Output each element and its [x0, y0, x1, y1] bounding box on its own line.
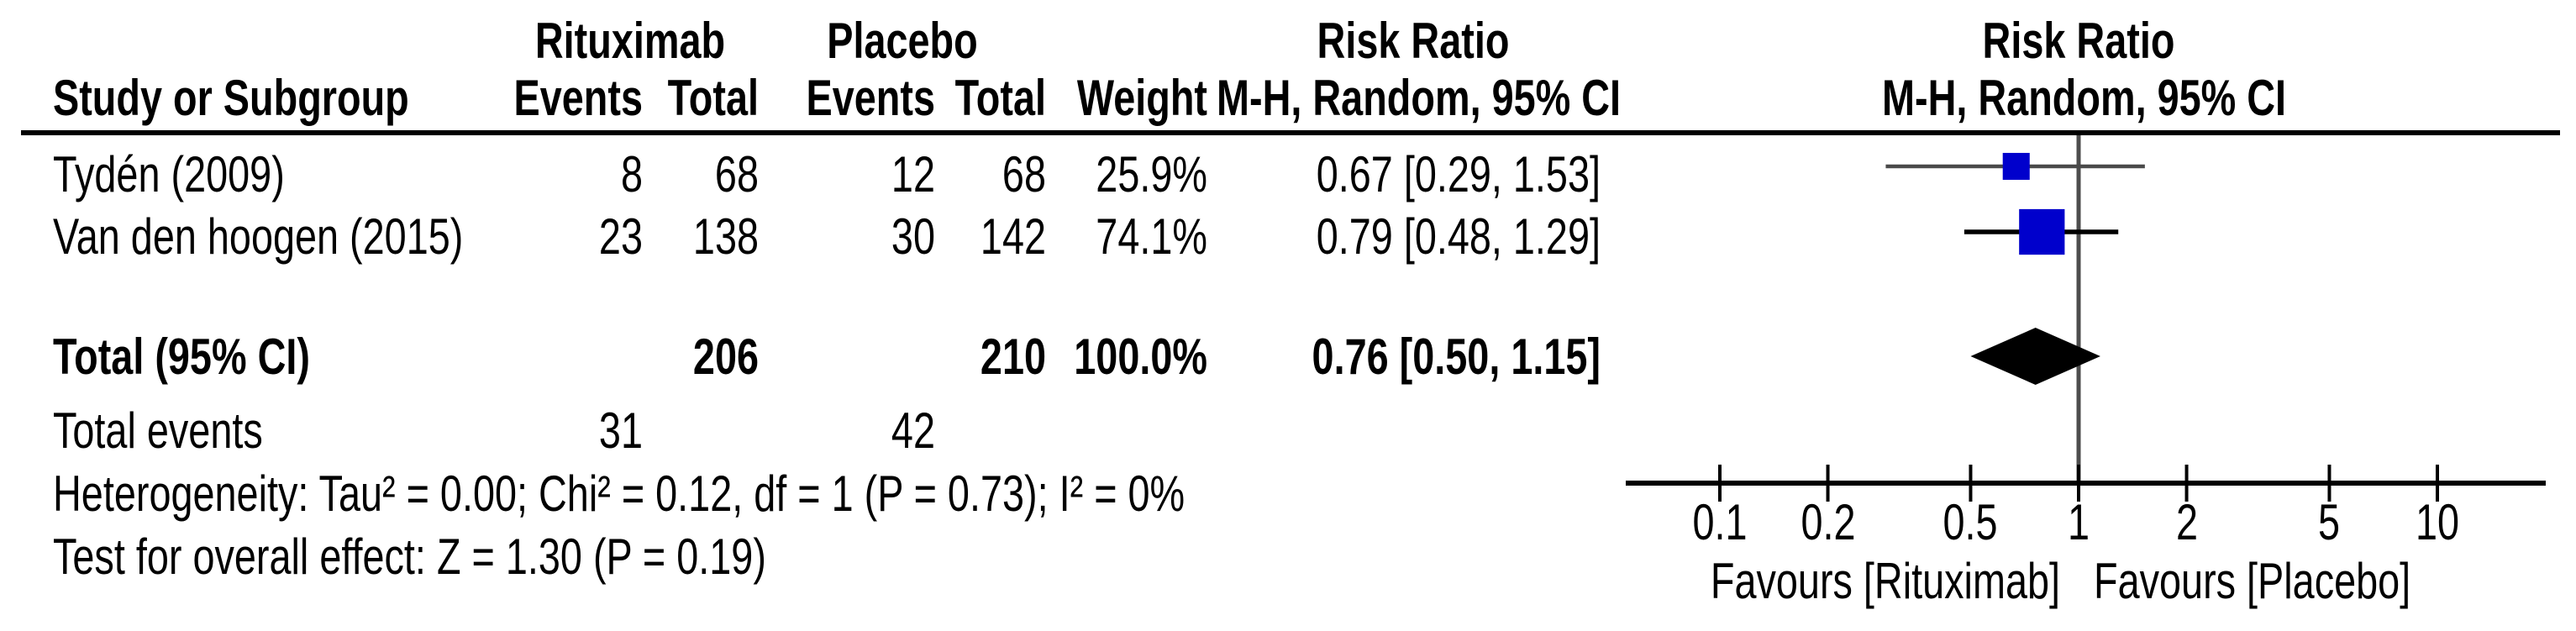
- axis-tick-label: 0.5: [1943, 494, 1998, 550]
- table-row-total-treatment: 138: [692, 208, 759, 265]
- weight-square: [2002, 152, 2030, 181]
- col-header-events-treatment: Events: [513, 70, 643, 126]
- table-row-events-control: 12: [891, 146, 935, 202]
- total-events-control: 42: [891, 402, 935, 459]
- table-row-ci-text: 0.79 [0.48, 1.29]: [1316, 208, 1601, 265]
- col-header-total-control: Total: [954, 70, 1046, 126]
- table-row-ci-text: 0.67 [0.29, 1.53]: [1316, 146, 1601, 202]
- table-row-total-control: 142: [980, 208, 1046, 265]
- axis-tick-label: 2: [2175, 494, 2198, 550]
- table-row-events-treatment: 8: [620, 146, 643, 202]
- col-header-weight: Weight: [1076, 70, 1207, 126]
- total-events-label: Total events: [53, 402, 263, 459]
- plot-column-title-label: Risk Ratio: [1982, 13, 2175, 69]
- stat-column-title-label: Risk Ratio: [1317, 13, 1510, 69]
- group-header-treatment-label: Rituximab: [534, 13, 726, 69]
- total-events-treatment: 31: [598, 402, 643, 459]
- col-header-total-treatment: Total: [667, 70, 759, 126]
- axis-tick-label: 1: [2067, 494, 2090, 550]
- total-row-label: Total (95% CI): [53, 329, 310, 385]
- table-row-events-control: 30: [891, 208, 935, 265]
- favours-left-label: Favours [Rituximab]: [1710, 553, 2060, 609]
- group-header-treatment: Rituximab: [378, 16, 882, 66]
- group-header-control-label: Placebo: [827, 13, 978, 69]
- group-header-control: Placebo: [650, 16, 1154, 66]
- total-row-total-treatment: 206: [692, 329, 759, 385]
- table-row-study-name: Tydén (2009): [53, 146, 285, 202]
- table-row-study-name: Van den hoogen (2015): [53, 208, 464, 265]
- favours-right-label: Favours [Placebo]: [2094, 553, 2411, 609]
- table-row-total-treatment: 68: [714, 146, 759, 202]
- axis-tick-label: 5: [2318, 494, 2341, 550]
- table-row-weight: 74.1%: [1096, 208, 1207, 265]
- table-row-events-treatment: 23: [598, 208, 643, 265]
- col-header-plot-ci: M-H, Random, 95% CI: [1882, 70, 2287, 126]
- overall-effect-text: Test for overall effect: Z = 1.30 (P = 0…: [53, 528, 766, 585]
- weight-square: [2019, 208, 2065, 255]
- col-header-events-control: Events: [806, 70, 935, 126]
- total-row-total-control: 210: [980, 329, 1046, 385]
- axis-tick-label: 0.2: [1800, 494, 1856, 550]
- header-rule: [21, 130, 2560, 135]
- axis-tick-label: 10: [2415, 494, 2460, 550]
- stat-column-title: Risk Ratio: [1161, 16, 1665, 66]
- table-row-total-control: 68: [1001, 146, 1046, 202]
- plot-column-title: Risk Ratio: [1827, 16, 2331, 66]
- col-header-study: Study or Subgroup: [53, 70, 409, 126]
- axis-tick-label: 0.1: [1692, 494, 1748, 550]
- col-header-stat-ci: M-H, Random, 95% CI: [1217, 70, 1622, 126]
- table-row-weight: 25.9%: [1096, 146, 1207, 202]
- pooled-diamond: [1970, 328, 2100, 385]
- total-row-weight: 100.0%: [1074, 329, 1207, 385]
- total-row-ci-text: 0.76 [0.50, 1.15]: [1312, 329, 1601, 385]
- heterogeneity-text: Heterogeneity: Tau² = 0.00; Chi² = 0.12,…: [53, 465, 1185, 522]
